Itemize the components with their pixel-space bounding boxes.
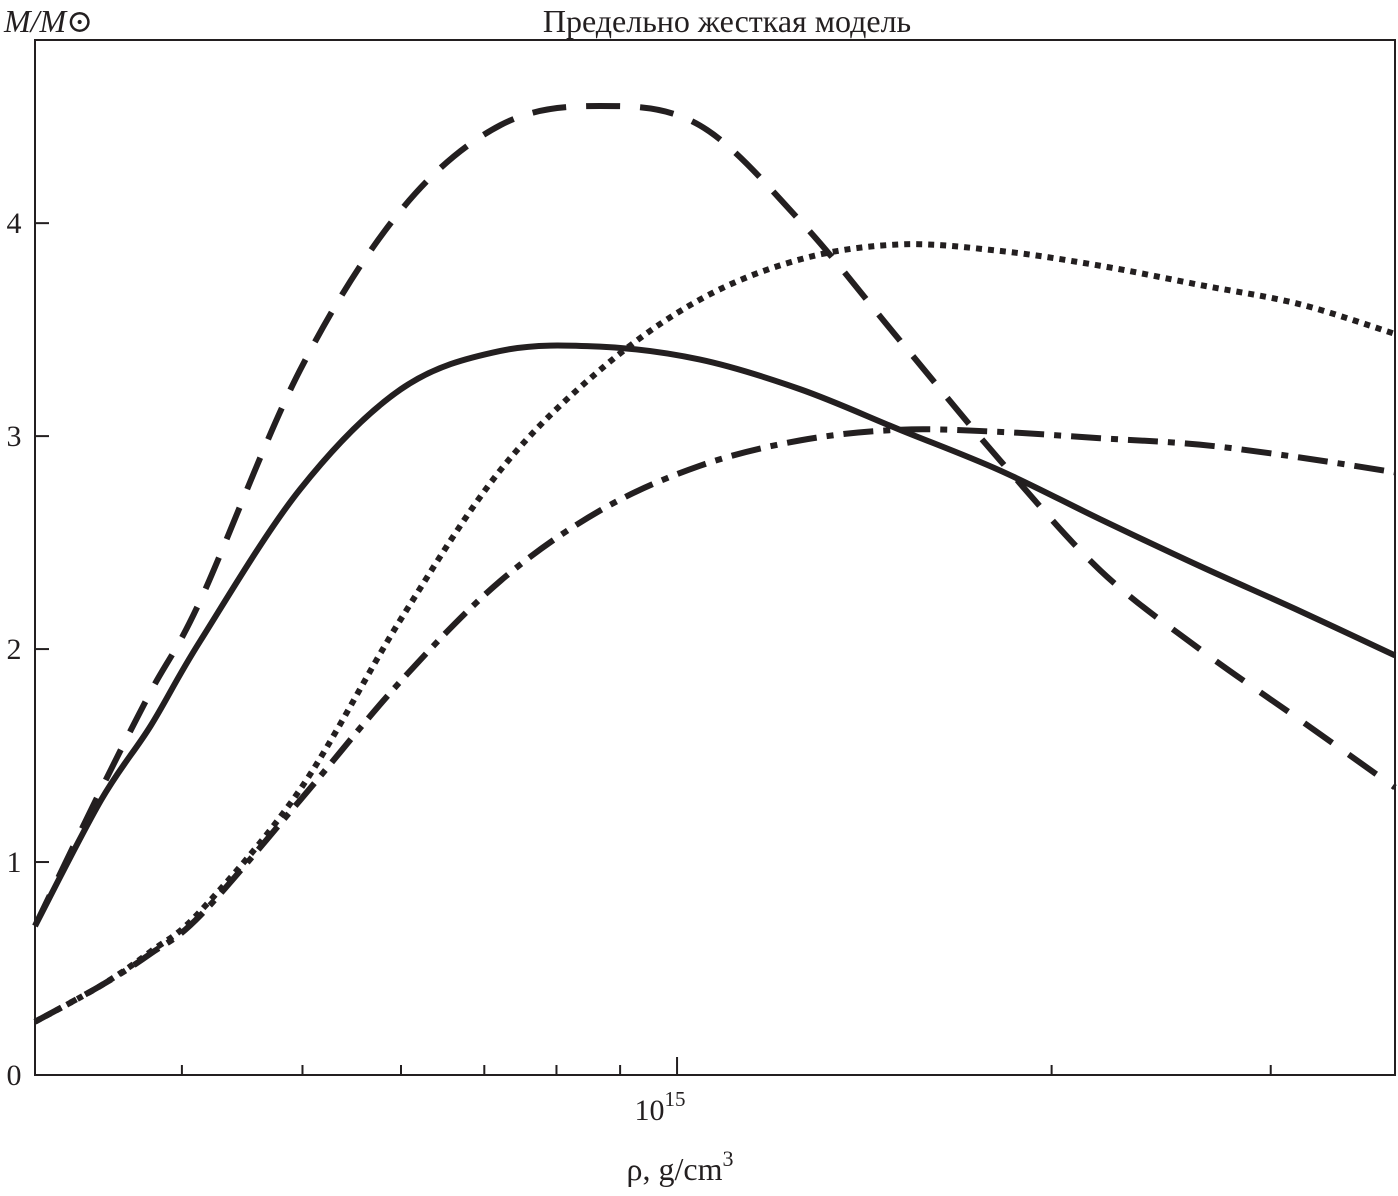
- y-axis-label: M/M⊙: [3, 3, 93, 39]
- series-dash-dot: [33, 426, 1396, 1025]
- x-axis-label: ρ, g/cm3: [627, 1146, 734, 1187]
- series-solid: [32, 342, 1397, 928]
- x-axis-label-text: ρ, g/cm: [627, 1151, 723, 1187]
- y-tick-label: 2: [7, 633, 22, 666]
- series-dotted: [33, 241, 1396, 1025]
- y-tick-label: 4: [7, 207, 22, 240]
- axis-ticks: 0 1 2 3 4: [7, 207, 1272, 1092]
- x-tick-base: 10: [635, 1094, 665, 1127]
- chart-title: Предельно жесткая модель: [543, 3, 911, 39]
- x-axis-label-sup: 3: [722, 1146, 733, 1171]
- y-tick-label: 3: [7, 420, 22, 453]
- series-dashed: [32, 103, 1397, 928]
- x-tick-label-1e15: 1015: [635, 1087, 686, 1127]
- curves: [32, 103, 1397, 1025]
- x-tick-exp: 15: [665, 1087, 686, 1111]
- y-tick-label: 0: [7, 1059, 22, 1092]
- plot-frame: [34, 39, 1396, 1076]
- y-tick-label: 1: [7, 846, 22, 879]
